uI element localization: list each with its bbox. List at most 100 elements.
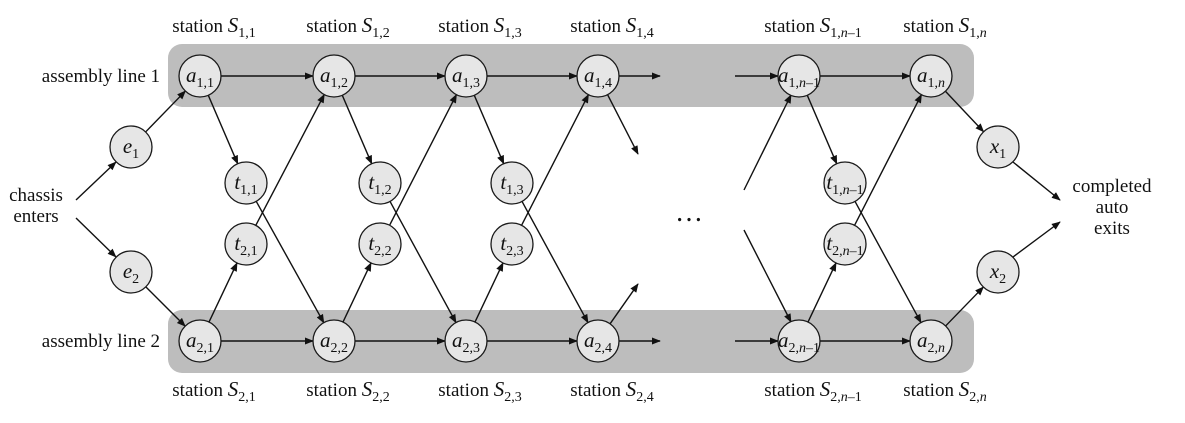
edge-t2-a1-2 <box>388 93 458 226</box>
node-a-2-1-circle <box>178 319 222 363</box>
node-a-2-4-circle <box>576 319 620 363</box>
edge-x2-exit <box>1012 221 1061 258</box>
ellipsis: … <box>675 197 707 228</box>
node-a-1-2-circle <box>312 54 356 98</box>
node-a-1-3-circle <box>444 54 488 98</box>
node-a-1-1-circle <box>178 54 222 98</box>
station-label-top-3: station S1,3 <box>438 13 521 41</box>
station-label-bottom-3: station S2,3 <box>438 377 521 405</box>
node-t-2-n-1-circle <box>823 222 867 266</box>
edge-a2n-x2 <box>945 286 984 327</box>
station-label-top-4: station S1,4 <box>570 13 653 41</box>
node-a-2-n-label: a2,n <box>917 328 945 356</box>
node-t-1-3-label: t1,3 <box>500 170 523 198</box>
station-label-bottom-1: station S2,1 <box>172 377 255 405</box>
node-t-1-1-label: t1,1 <box>234 170 257 198</box>
node-a-2-2: a2,2 <box>312 319 356 363</box>
node-a-1-n: a1,n <box>909 54 953 98</box>
node-a-2-n-1-label: a2,n–1 <box>778 328 820 356</box>
node-a-1-4-label: a1,4 <box>584 63 612 91</box>
node-e-2-label: e2 <box>123 259 139 287</box>
node-t-1-n-1-circle <box>823 161 867 205</box>
completed-auto-exits-label-line-3: exits <box>1094 218 1130 239</box>
edge-t2-a1-1 <box>255 93 325 226</box>
completed-auto-exits-label-line-1: completed <box>1072 176 1152 197</box>
node-a-1-n-1: a1,n–1 <box>777 54 821 98</box>
node-t-1-n-1-label: t1,n–1 <box>826 170 863 198</box>
edge-a1-t1-1 <box>207 95 239 165</box>
assembly-line-2-label: assembly line 2 <box>42 331 160 352</box>
edge-enter-e2 <box>75 217 117 258</box>
node-a-2-n-1: a2,n–1 <box>777 319 821 363</box>
node-e-2: e2 <box>109 250 153 294</box>
node-x-2: x2 <box>976 250 1020 294</box>
node-x-1: x1 <box>976 125 1020 169</box>
node-x-1-circle <box>976 125 1020 169</box>
station-label-top-5: station S1,n–1 <box>764 13 861 41</box>
node-t-1-1: t1,1 <box>224 161 268 205</box>
node-a-1-n-1-label: a1,n–1 <box>778 63 820 91</box>
node-t-2-3-label: t2,3 <box>500 231 523 259</box>
chassis-enters-label-line-1: chassis <box>9 185 63 206</box>
edge-a1-t1-3 <box>473 95 505 165</box>
edge-a2-t2-4 <box>807 262 837 323</box>
node-t-2-1-label: t2,1 <box>234 231 257 259</box>
node-a-2-n: a2,n <box>909 319 953 363</box>
node-a-2-3-label: a2,3 <box>452 328 480 356</box>
edge-a1n-x1 <box>944 90 985 133</box>
node-a-2-1-label: a2,1 <box>186 328 214 356</box>
edge-in-a1n1 <box>743 94 792 191</box>
edge-t2-a1-4 <box>853 93 923 226</box>
node-x-2-circle <box>976 250 1020 294</box>
station-label-top-6: station S1,n <box>903 13 986 41</box>
edge-t1-a2-3 <box>521 201 589 324</box>
edge-in-a2n1 <box>743 229 792 323</box>
node-a-1-4: a1,4 <box>576 54 620 98</box>
edge-e2-a21 <box>145 286 186 327</box>
edge-a2-t2-3 <box>474 262 504 323</box>
station-label-bottom-4: station S2,4 <box>570 377 653 405</box>
node-x-2-label: x2 <box>989 259 1006 287</box>
node-a-1-3: a1,3 <box>444 54 488 98</box>
node-a-1-1: a1,1 <box>178 54 222 98</box>
station-label-bottom-5: station S2,n–1 <box>764 377 861 405</box>
node-a-2-n-circle <box>909 319 953 363</box>
station-label-top-2: station S1,2 <box>306 13 389 41</box>
node-e-1-circle <box>109 125 153 169</box>
edge-x1-exit <box>1012 161 1061 201</box>
station-label-bottom-2: station S2,2 <box>306 377 389 405</box>
node-t-1-n-1: t1,n–1 <box>823 161 867 205</box>
node-t-2-2-label: t2,2 <box>368 231 391 259</box>
node-t-1-2-circle <box>358 161 402 205</box>
node-x-1-label: x1 <box>989 134 1006 162</box>
edge-e1-a11 <box>145 90 186 133</box>
node-a-1-1-label: a1,1 <box>186 63 214 91</box>
node-t-1-2-label: t1,2 <box>368 170 391 198</box>
node-a-1-n-1-circle <box>777 54 821 98</box>
edge-a14-out <box>606 94 639 155</box>
completed-auto-exits-label-line-2: auto <box>1096 197 1129 218</box>
node-a-2-1: a2,1 <box>178 319 222 363</box>
node-t-2-1: t2,1 <box>224 222 268 266</box>
node-a-1-3-label: a1,3 <box>452 63 480 91</box>
edge-t1-a2-4 <box>854 201 922 324</box>
edge-t1-a2-2 <box>389 201 457 324</box>
node-a-2-2-circle <box>312 319 356 363</box>
node-a-2-n-1-circle <box>777 319 821 363</box>
node-a-2-4: a2,4 <box>576 319 620 363</box>
node-t-1-1-circle <box>224 161 268 205</box>
node-t-2-1-circle <box>224 222 268 266</box>
node-a-1-2-label: a1,2 <box>320 63 348 91</box>
edge-enter-e1 <box>75 161 117 201</box>
edge-a2-t2-2 <box>342 262 372 323</box>
node-e-1: e1 <box>109 125 153 169</box>
node-a-1-4-circle <box>576 54 620 98</box>
edge-a1-t1-4 <box>806 95 838 165</box>
edge-t1-a2-1 <box>255 201 325 324</box>
edge-a2-t2-1 <box>208 262 238 323</box>
node-t-2-n-1-label: t2,n–1 <box>826 231 863 259</box>
node-t-2-2: t2,2 <box>358 222 402 266</box>
node-a-2-4-label: a2,4 <box>584 328 612 356</box>
node-a-1-n-circle <box>909 54 953 98</box>
